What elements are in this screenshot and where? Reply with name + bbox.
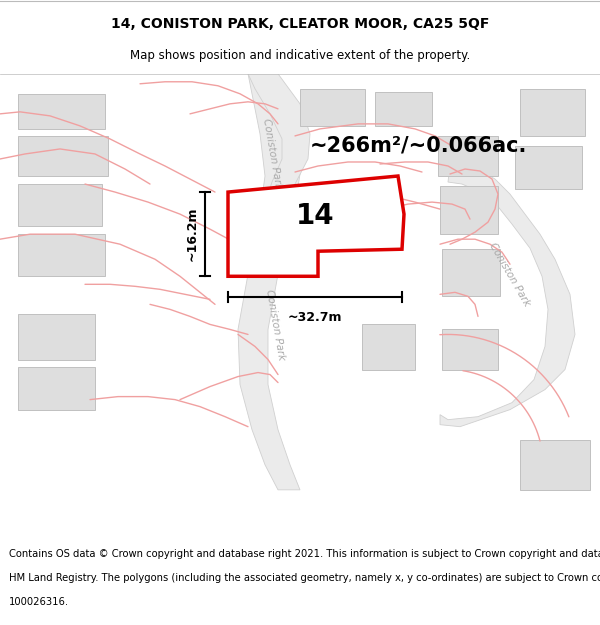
Polygon shape (18, 314, 95, 359)
Polygon shape (442, 329, 498, 369)
Polygon shape (300, 89, 365, 126)
Polygon shape (18, 366, 95, 409)
Polygon shape (442, 249, 500, 296)
Text: ~16.2m: ~16.2m (185, 207, 199, 261)
Polygon shape (18, 136, 108, 176)
Polygon shape (228, 176, 404, 276)
Text: ~32.7m: ~32.7m (288, 311, 342, 324)
Text: Map shows position and indicative extent of the property.: Map shows position and indicative extent… (130, 49, 470, 62)
Text: Coniston Park: Coniston Park (261, 118, 283, 190)
Polygon shape (440, 186, 498, 234)
Polygon shape (18, 234, 105, 276)
Polygon shape (362, 324, 415, 369)
Text: ~266m²/~0.066ac.: ~266m²/~0.066ac. (310, 136, 527, 156)
Polygon shape (18, 184, 102, 226)
Polygon shape (238, 74, 300, 490)
Polygon shape (248, 74, 310, 249)
Polygon shape (520, 89, 585, 136)
Text: Contains OS data © Crown copyright and database right 2021. This information is : Contains OS data © Crown copyright and d… (9, 549, 600, 559)
Polygon shape (18, 94, 105, 129)
Polygon shape (440, 164, 575, 427)
Polygon shape (375, 92, 432, 126)
Text: HM Land Registry. The polygons (including the associated geometry, namely x, y c: HM Land Registry. The polygons (includin… (9, 573, 600, 583)
Polygon shape (515, 146, 582, 189)
Text: Coniston Park: Coniston Park (488, 241, 532, 308)
Text: 100026316.: 100026316. (9, 597, 69, 607)
Text: Coniston Park: Coniston Park (264, 288, 286, 361)
Text: 14, CONISTON PARK, CLEATOR MOOR, CA25 5QF: 14, CONISTON PARK, CLEATOR MOOR, CA25 5Q… (111, 17, 489, 31)
Text: 14: 14 (296, 202, 334, 230)
Polygon shape (520, 440, 590, 490)
Polygon shape (438, 136, 498, 176)
